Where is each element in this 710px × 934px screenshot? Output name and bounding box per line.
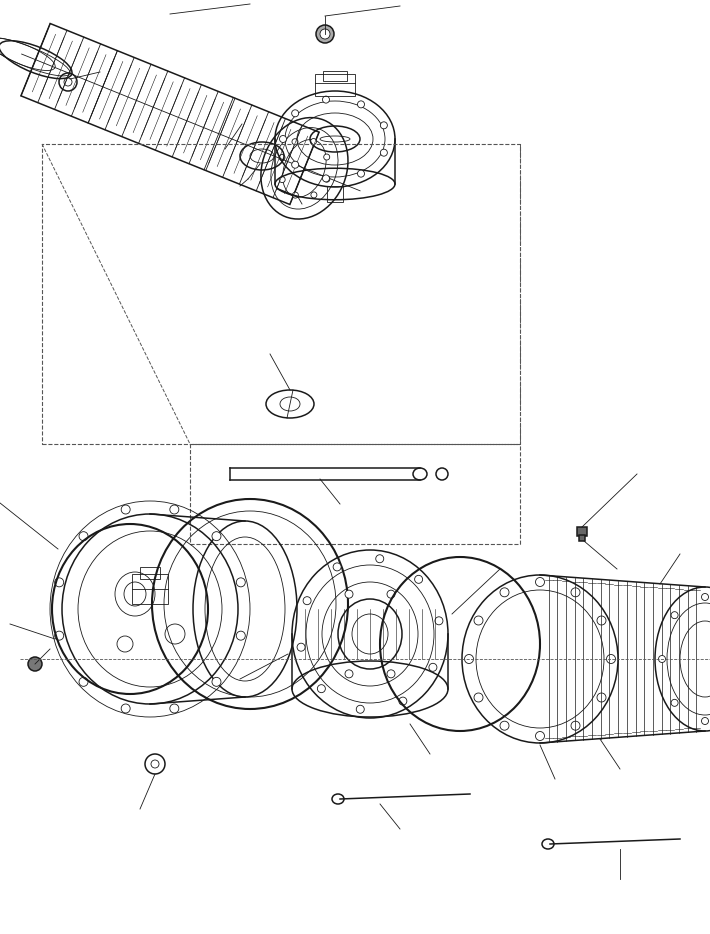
Circle shape (571, 587, 580, 597)
Circle shape (399, 697, 407, 705)
Circle shape (117, 636, 133, 652)
Circle shape (28, 657, 42, 671)
Circle shape (381, 121, 388, 129)
Circle shape (345, 670, 353, 678)
Circle shape (464, 655, 474, 663)
Circle shape (387, 590, 395, 598)
Circle shape (121, 505, 130, 514)
Circle shape (292, 110, 299, 117)
Circle shape (310, 138, 317, 145)
Bar (579, 535, 585, 541)
Circle shape (212, 531, 221, 541)
Circle shape (671, 700, 678, 706)
Circle shape (55, 631, 64, 640)
Circle shape (316, 25, 334, 43)
Circle shape (358, 101, 364, 107)
Circle shape (212, 677, 221, 686)
Circle shape (571, 721, 580, 730)
Circle shape (500, 587, 509, 597)
Circle shape (280, 135, 287, 143)
Circle shape (345, 590, 353, 598)
Circle shape (79, 677, 88, 686)
Circle shape (324, 154, 329, 160)
Circle shape (435, 616, 443, 625)
Circle shape (324, 177, 330, 182)
Circle shape (597, 616, 606, 625)
Circle shape (293, 192, 298, 198)
Bar (323, 71, 347, 81)
Circle shape (500, 721, 509, 730)
Circle shape (381, 149, 388, 156)
Circle shape (165, 624, 185, 644)
Circle shape (658, 656, 665, 662)
Circle shape (474, 693, 483, 702)
Circle shape (170, 704, 179, 713)
Circle shape (671, 612, 678, 618)
Circle shape (535, 577, 545, 587)
Circle shape (701, 593, 709, 601)
Circle shape (606, 655, 616, 663)
Circle shape (333, 563, 341, 571)
Circle shape (317, 685, 325, 693)
Circle shape (55, 578, 64, 587)
Circle shape (597, 693, 606, 702)
Circle shape (311, 191, 317, 198)
Circle shape (292, 162, 299, 168)
Bar (315, 74, 355, 96)
Circle shape (415, 575, 422, 584)
Circle shape (236, 631, 245, 640)
Circle shape (320, 29, 330, 39)
Circle shape (236, 578, 245, 587)
Bar (132, 574, 168, 604)
Circle shape (121, 704, 130, 713)
Bar (140, 567, 160, 579)
Circle shape (303, 597, 311, 604)
Circle shape (701, 717, 709, 725)
Bar (327, 186, 343, 202)
Circle shape (279, 154, 285, 161)
Circle shape (358, 170, 364, 177)
Circle shape (356, 705, 364, 714)
Circle shape (387, 670, 395, 678)
Circle shape (322, 175, 329, 182)
Circle shape (376, 555, 383, 563)
Circle shape (297, 644, 305, 651)
Circle shape (474, 616, 483, 625)
Circle shape (292, 139, 298, 145)
Circle shape (429, 663, 437, 672)
Circle shape (79, 531, 88, 541)
Circle shape (279, 177, 285, 183)
Circle shape (535, 731, 545, 741)
Bar (577, 527, 587, 536)
Circle shape (322, 96, 329, 103)
Circle shape (170, 505, 179, 514)
